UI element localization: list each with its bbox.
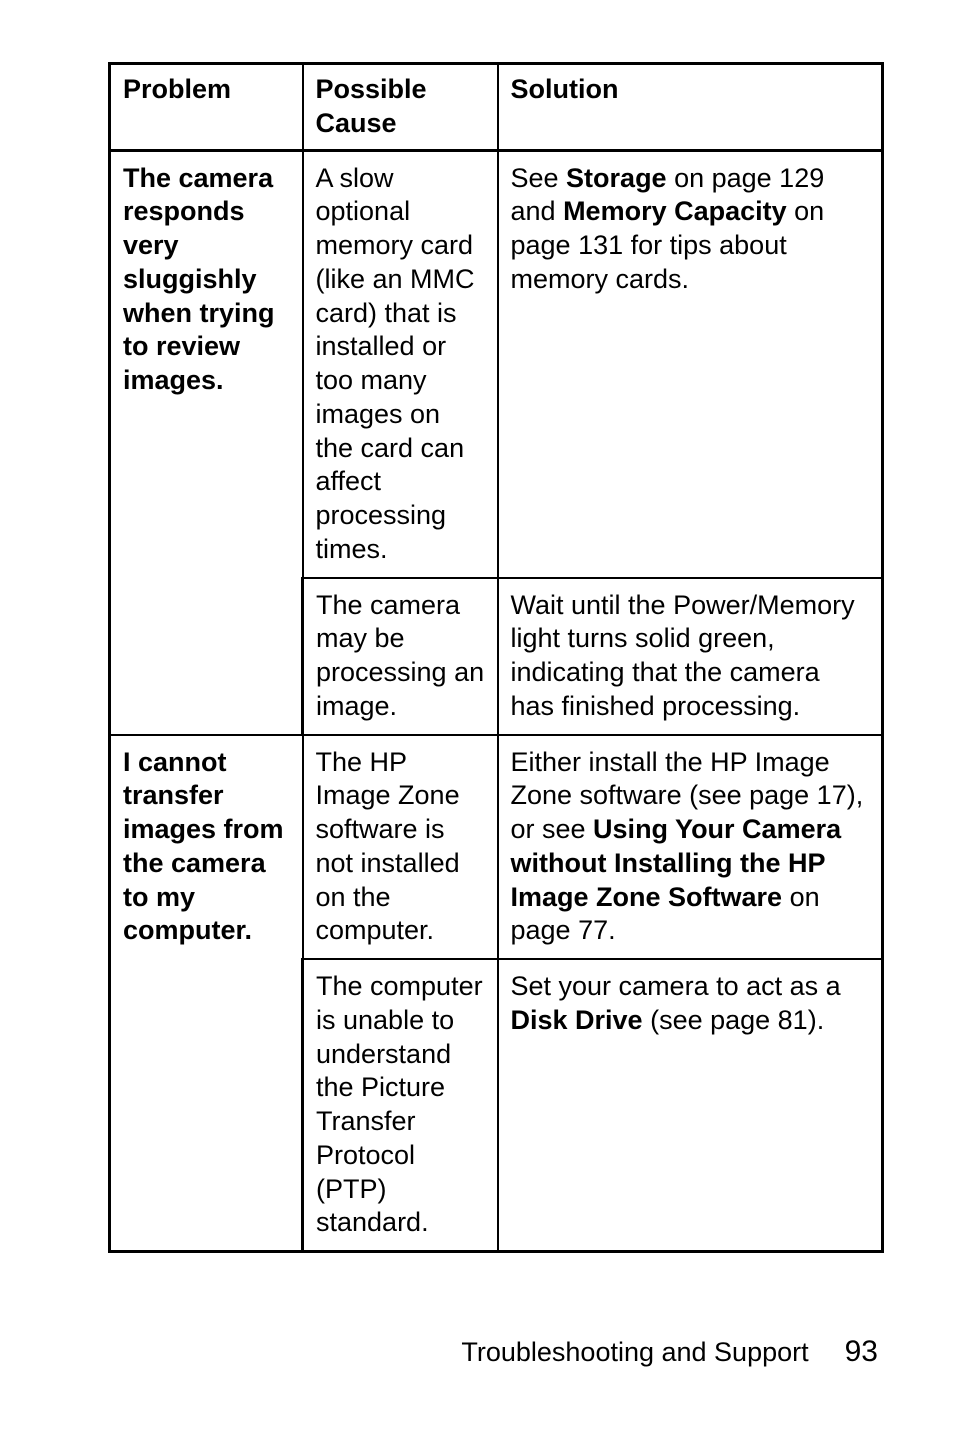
- header-cause: Possible Cause: [303, 64, 498, 151]
- table-header-row: Problem Possible Cause Solution: [110, 64, 883, 151]
- page-content: Problem Possible Cause Solution The came…: [0, 0, 954, 1253]
- cell-solution: Either install the HP Image Zone softwar…: [498, 735, 883, 960]
- cell-cause: The camera may be processing an image.: [303, 578, 498, 735]
- header-problem: Problem: [110, 64, 303, 151]
- page-footer: Troubleshooting and Support 93: [461, 1335, 878, 1369]
- troubleshooting-table: Problem Possible Cause Solution The came…: [108, 62, 884, 1253]
- footer-section-label: Troubleshooting and Support: [461, 1337, 808, 1368]
- table-row: I cannot transfer images from the camera…: [110, 735, 883, 960]
- cell-cause: A slow optional memory card (like an MMC…: [303, 150, 498, 578]
- cell-cause: The HP Image Zone software is not instal…: [303, 735, 498, 960]
- cell-problem: I cannot transfer images from the camera…: [110, 735, 303, 1252]
- footer-page-number: 93: [845, 1335, 878, 1369]
- table-row: The camera responds very sluggishly when…: [110, 150, 883, 578]
- cell-cause: The computer is unable to understand the…: [303, 959, 498, 1252]
- header-solution: Solution: [498, 64, 883, 151]
- cell-solution: See Storage on page 129 and Memory Capac…: [498, 150, 883, 578]
- cell-solution: Wait until the Power/Memory light turns …: [498, 578, 883, 735]
- cell-problem: The camera responds very sluggishly when…: [110, 150, 303, 735]
- cell-solution: Set your camera to act as a Disk Drive (…: [498, 959, 883, 1252]
- table-body: The camera responds very sluggishly when…: [110, 150, 883, 1252]
